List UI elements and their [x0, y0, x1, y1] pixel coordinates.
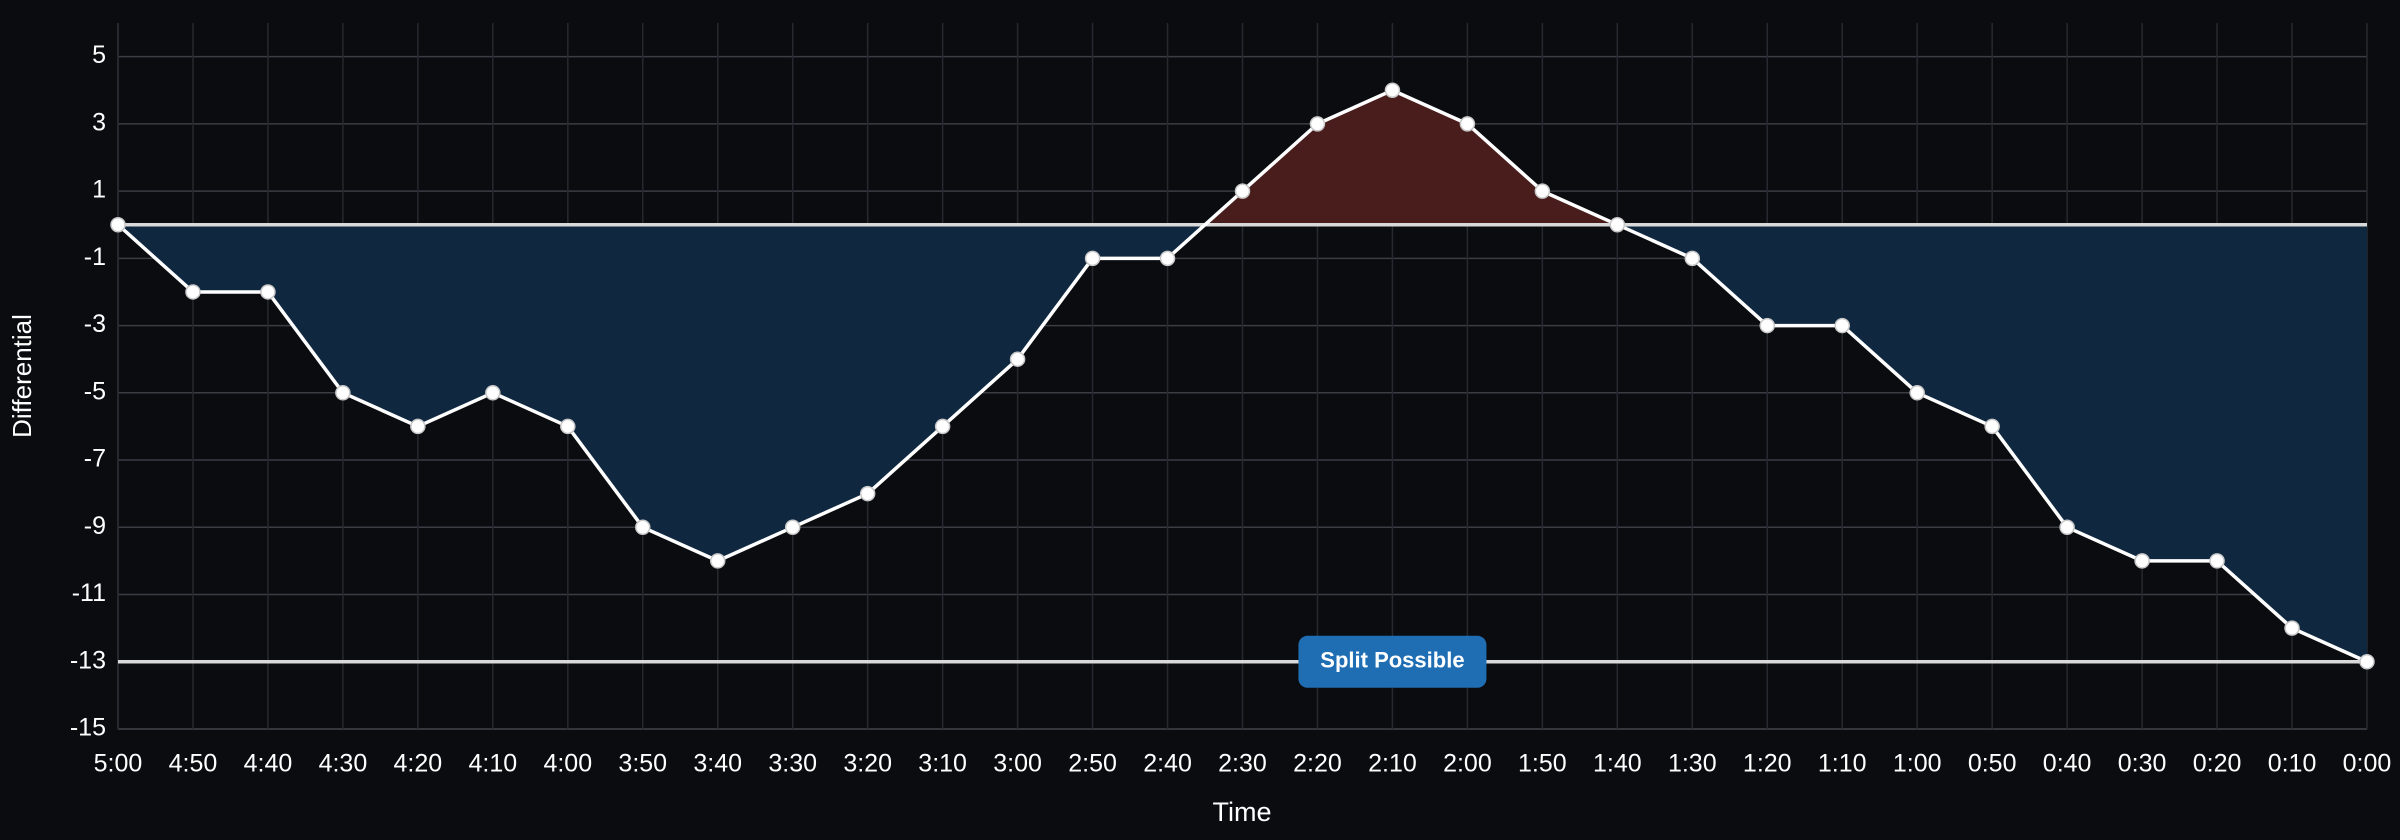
x-tick-label: 2:50 [1068, 750, 1117, 778]
x-tick-label: 3:30 [768, 750, 817, 778]
data-point [2359, 654, 2375, 670]
x-tick-label: 2:40 [1143, 750, 1192, 778]
data-point [260, 284, 276, 300]
data-point [1984, 418, 2000, 435]
x-tick-label: 5:00 [94, 750, 143, 778]
data-point [560, 418, 576, 435]
data-point [2209, 553, 2225, 569]
data-point [2134, 553, 2150, 569]
x-tick-label: 1:00 [1893, 750, 1942, 778]
data-point [1084, 250, 1101, 267]
x-tick-label: 0:40 [2043, 750, 2092, 778]
data-point [934, 418, 951, 435]
x-tick-label: 4:00 [543, 750, 592, 778]
data-point [1534, 183, 1551, 199]
data-point [410, 418, 426, 435]
data-point [2284, 620, 2300, 636]
data-point [185, 284, 201, 300]
y-tick-label: 3 [92, 108, 106, 136]
data-point [335, 385, 351, 401]
x-tick-label: 4:20 [394, 750, 443, 778]
data-point [1384, 82, 1401, 98]
x-axis-label: Time [1213, 797, 1272, 827]
x-tick-label: 2:10 [1368, 750, 1417, 778]
data-point [1609, 216, 1626, 233]
annotation-label: Split Possible [1320, 648, 1464, 673]
data-point [485, 385, 501, 401]
y-axis-label: Differential [7, 314, 37, 438]
y-tick-label: -15 [70, 714, 106, 742]
x-tick-label: 3:00 [993, 750, 1042, 778]
y-tick-label: -9 [84, 512, 106, 540]
y-tick-label: -1 [84, 243, 106, 271]
data-point [1684, 250, 1701, 267]
x-tick-label: 2:20 [1293, 750, 1342, 778]
x-tick-label: 4:50 [169, 750, 218, 778]
x-tick-label: 4:30 [319, 750, 368, 778]
y-tick-label: -5 [84, 377, 106, 405]
x-tick-label: 3:50 [618, 750, 667, 778]
data-point [110, 216, 126, 233]
data-point [709, 553, 726, 569]
x-tick-label: 1:50 [1518, 750, 1567, 778]
data-point [635, 519, 651, 536]
data-point [859, 485, 876, 502]
data-point [1009, 351, 1026, 367]
x-tick-label: 0:00 [2343, 750, 2392, 778]
y-tick-label: -11 [72, 579, 106, 607]
x-tick-label: 1:20 [1743, 750, 1792, 778]
annotation-box [1298, 635, 1487, 688]
data-point [1159, 250, 1176, 267]
x-tick-label: 1:40 [1593, 750, 1642, 778]
x-tick-label: 1:30 [1668, 750, 1717, 778]
data-point [1234, 183, 1251, 199]
area-below [118, 224, 2367, 662]
x-tick-label: 3:10 [918, 750, 967, 778]
data-point [1309, 116, 1326, 132]
data-point [1759, 317, 1776, 334]
y-tick-label: -3 [84, 310, 106, 338]
x-tick-label: 1:10 [1818, 750, 1867, 778]
x-tick-label: 0:20 [2193, 750, 2242, 778]
y-tick-label: 5 [92, 41, 106, 69]
x-tick-label: 0:10 [2268, 750, 2317, 778]
x-tick-label: 3:20 [843, 750, 892, 778]
x-tick-label: 3:40 [693, 750, 742, 778]
x-tick-label: 0:30 [2118, 750, 2167, 778]
data-point [1834, 317, 1850, 334]
y-tick-label: 1 [92, 176, 106, 204]
x-tick-label: 4:40 [244, 750, 293, 778]
x-tick-label: 4:10 [468, 750, 517, 778]
x-tick-label: 2:30 [1218, 750, 1267, 778]
x-tick-label: 0:50 [1968, 750, 2017, 778]
data-point [1909, 385, 1925, 401]
y-tick-label: -7 [84, 445, 106, 473]
data-point [784, 519, 801, 536]
data-point [2059, 519, 2075, 536]
y-tick-label: -13 [70, 646, 106, 674]
data-point [1459, 116, 1476, 132]
x-tick-label: 2:00 [1443, 750, 1492, 778]
